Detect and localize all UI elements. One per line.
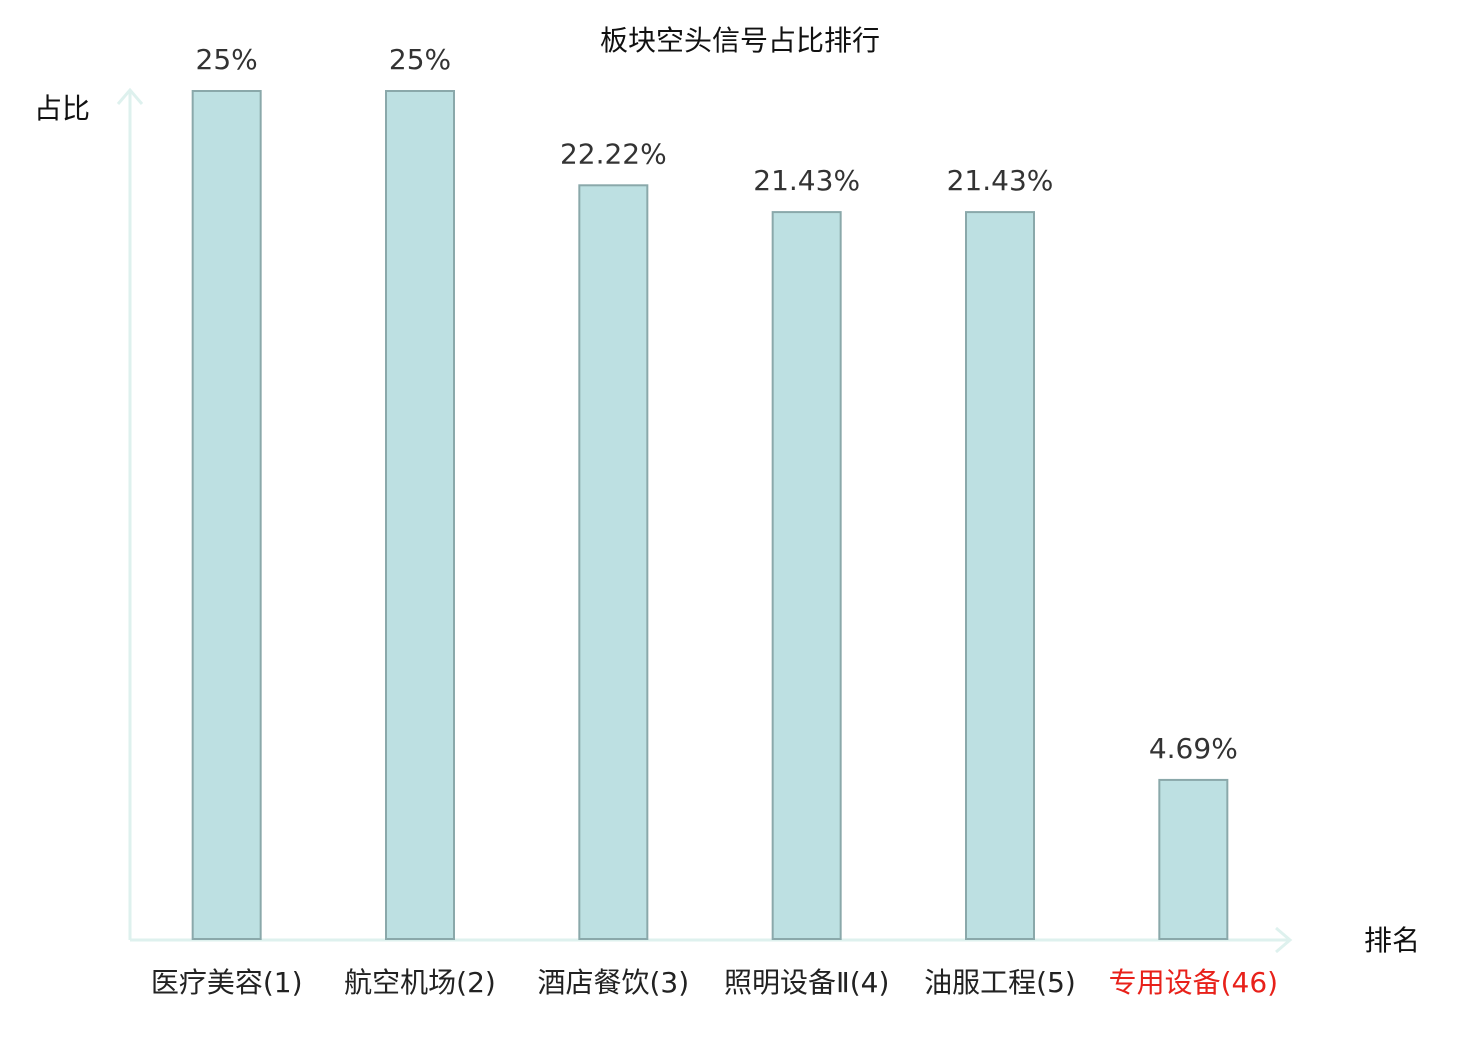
data-label: 21.43% <box>753 164 860 197</box>
y-axis-label: 占比 <box>34 92 90 125</box>
x-tick-label: 医疗美容(1) <box>151 966 303 999</box>
chart-title: 板块空头信号占比排行 <box>600 24 880 57</box>
data-label: 25% <box>196 43 258 76</box>
data-label: 25% <box>389 43 451 76</box>
x-axis-label: 排名 <box>1364 924 1420 957</box>
x-tick-label: 航空机场(2) <box>344 966 496 999</box>
x-axis <box>130 926 1293 954</box>
data-label: 21.43% <box>947 164 1054 197</box>
x-tick-label: 油服工程(5) <box>924 966 1076 999</box>
x-tick-label: 专用设备(46) <box>1109 966 1278 999</box>
data-label: 4.69% <box>1149 732 1238 765</box>
bar <box>385 90 455 940</box>
bar <box>965 211 1035 940</box>
bar <box>771 211 842 940</box>
x-tick-label: 酒店餐饮(3) <box>537 966 689 999</box>
x-tick-label: 照明设备Ⅱ(4) <box>724 966 889 999</box>
bar <box>578 184 649 940</box>
bar <box>1158 778 1229 941</box>
bar <box>191 90 262 940</box>
y-axis <box>116 87 144 940</box>
data-label: 22.22% <box>560 137 667 170</box>
